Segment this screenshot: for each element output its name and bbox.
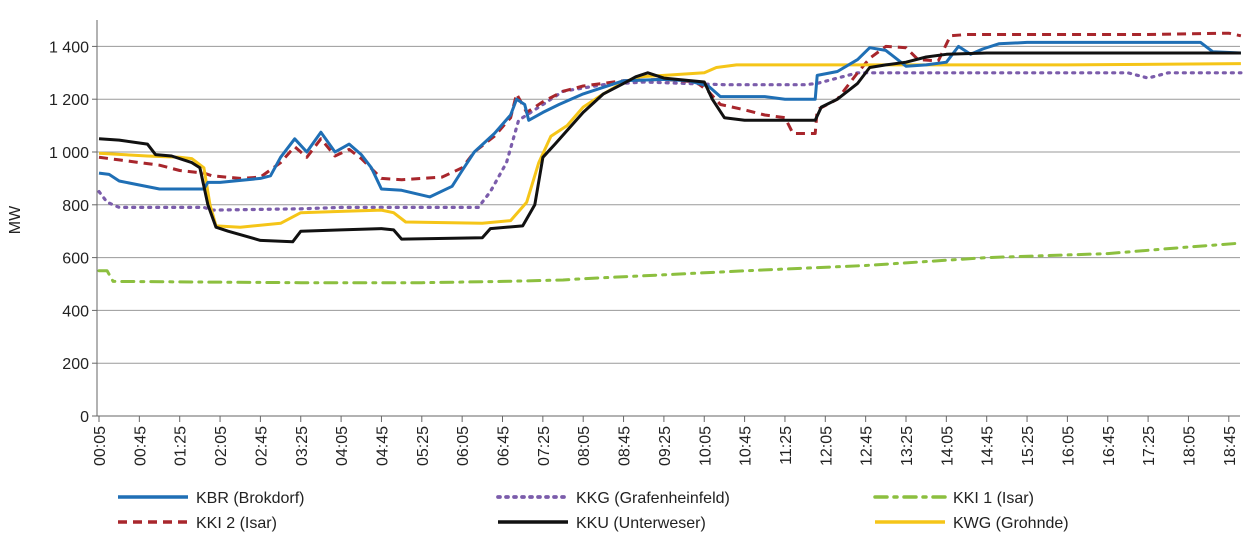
x-tick-label: 15:25 xyxy=(1020,426,1037,466)
x-tick-label: 00:05 xyxy=(92,426,109,466)
axes xyxy=(92,20,1240,422)
series-line-kwg xyxy=(98,62,1241,229)
x-tick-label: 08:05 xyxy=(576,426,593,466)
y-tick-label: 400 xyxy=(62,303,89,320)
legend-label: KBR (Brokdorf) xyxy=(196,490,304,507)
x-tick-label: 14:05 xyxy=(939,426,956,466)
series-lines xyxy=(97,31,1243,285)
x-tick-label: 12:45 xyxy=(859,426,876,466)
x-tick-label: 05:25 xyxy=(415,426,432,466)
y-tick-label: 200 xyxy=(62,356,89,373)
grid-lines xyxy=(97,45,1240,364)
x-tick-label: 10:05 xyxy=(697,426,714,466)
x-tick-label: 13:25 xyxy=(899,426,916,466)
y-tick-label: 0 xyxy=(80,409,89,426)
x-tick-label: 01:25 xyxy=(173,426,190,466)
legend-label: KKI 2 (Isar) xyxy=(196,515,277,532)
x-tick-label: 00:45 xyxy=(132,426,149,466)
series-line-kki-2 xyxy=(98,31,1242,182)
x-tick-label: 04:45 xyxy=(374,426,391,466)
x-tick-label: 07:25 xyxy=(536,426,553,466)
x-tick-label: 03:25 xyxy=(294,426,311,466)
series-line-kkg xyxy=(97,71,1243,212)
legend-label: KKG (Grafenheinfeld) xyxy=(576,490,730,507)
x-tick-label: 11:25 xyxy=(778,426,795,465)
y-tick-label: 800 xyxy=(62,198,89,215)
x-tick-label: 18:05 xyxy=(1181,426,1198,466)
x-tick-label: 16:05 xyxy=(1060,426,1077,466)
x-tick-label: 14:45 xyxy=(980,426,997,466)
y-tick-label: 600 xyxy=(62,251,89,268)
legend-label: KKU (Unterweser) xyxy=(576,515,706,532)
y-axis-title: MW xyxy=(7,205,24,234)
y-tick-labels: 0 200 400 600 800 1 000 1 200 1 400 xyxy=(49,39,89,426)
y-tick-label: 1 400 xyxy=(49,39,89,56)
x-tick-label: 04:05 xyxy=(334,426,351,466)
y-tick-label: 1 000 xyxy=(49,145,89,162)
x-tick-label: 02:45 xyxy=(253,426,270,466)
x-tick-label: 06:45 xyxy=(496,426,513,466)
x-tick-label: 16:45 xyxy=(1101,426,1118,466)
series-line-kki-1 xyxy=(97,241,1243,285)
x-tick-label: 06:05 xyxy=(455,426,472,466)
series-line-kku xyxy=(98,51,1241,244)
x-tick-label: 18:45 xyxy=(1222,426,1239,466)
x-tick-label: 12:05 xyxy=(818,426,835,466)
x-tick-label: 08:45 xyxy=(617,426,634,466)
y-tick-label: 1 200 xyxy=(49,92,89,109)
legend-label: KWG (Grohnde) xyxy=(953,515,1069,532)
x-tick-label: 09:25 xyxy=(657,426,674,466)
x-tick-labels: 00:05 00:45 01:25 02:05 02:45 03:25 04:05 04:45… xyxy=(92,426,1239,466)
legend-label: KKI 1 (Isar) xyxy=(953,490,1034,507)
legend: KBR (Brokdorf) KKG (Grafenheinfeld) KKI 1 … xyxy=(118,490,1069,532)
x-tick-label: 10:45 xyxy=(738,426,755,466)
x-tick-label: 17:25 xyxy=(1141,426,1158,466)
x-tick-label: 02:05 xyxy=(213,426,230,466)
